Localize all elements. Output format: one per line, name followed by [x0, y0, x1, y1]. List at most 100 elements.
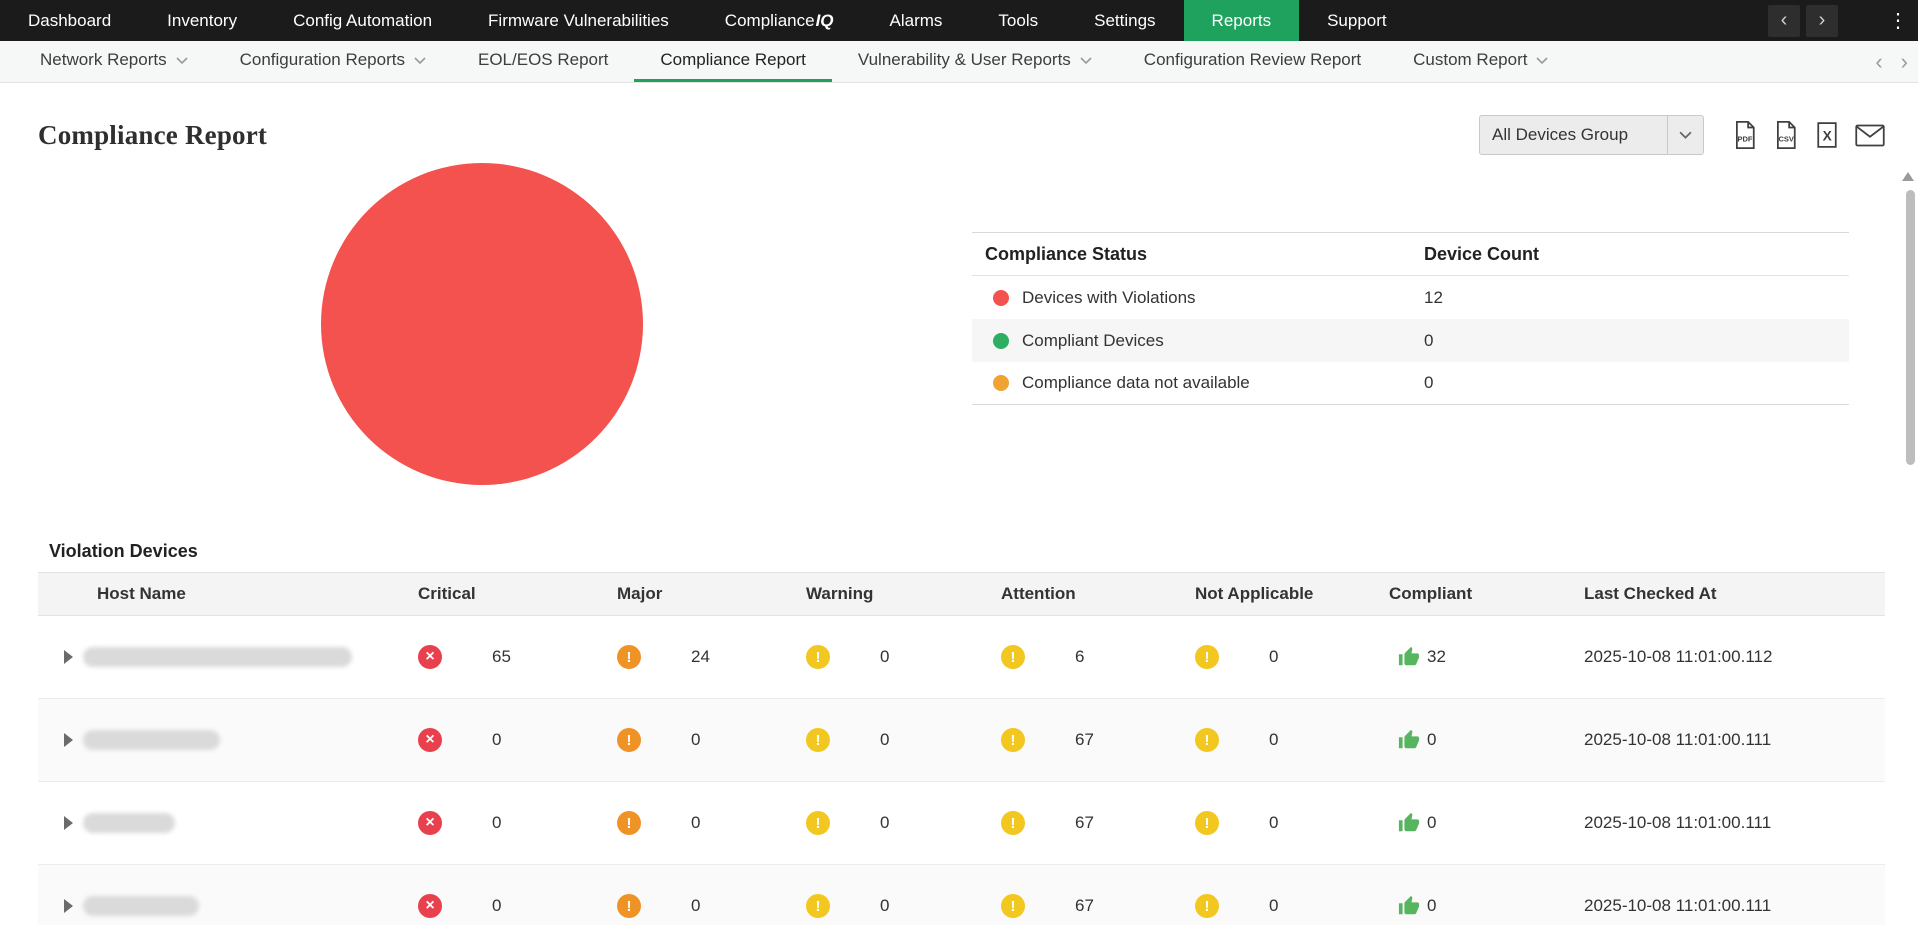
tab-network-reports[interactable]: Network Reports — [14, 41, 214, 82]
attention-count: 67 — [1075, 813, 1094, 832]
nav-item-label: Dashboard — [28, 10, 112, 30]
nav-item-label: Support — [1327, 10, 1387, 30]
compliant-count: 0 — [1427, 896, 1437, 915]
csv-export-button[interactable]: CSV — [1773, 120, 1799, 150]
email-report-button[interactable] — [1855, 124, 1885, 147]
table-row: × 0 ! 0 ! 0 ! 67 ! 0 0 2025-10-08 11:01:… — [38, 782, 1885, 865]
pdf-export-button[interactable]: PDF — [1732, 120, 1758, 150]
critical-icon: × — [418, 811, 442, 835]
critical-cell: × 0 — [400, 811, 599, 835]
xls-export-button[interactable]: X — [1814, 120, 1840, 150]
nav-item-inventory[interactable]: Inventory — [139, 0, 265, 41]
host-name-cell — [38, 813, 400, 833]
major-icon: ! — [617, 728, 641, 752]
attention-cell: ! 67 — [983, 894, 1177, 918]
nav-item-support[interactable]: Support — [1299, 0, 1415, 41]
compliant-count: 0 — [1427, 730, 1437, 749]
thumbs-up-icon — [1398, 895, 1420, 917]
status-row-violations: Devices with Violations 12 — [972, 276, 1849, 319]
compliant-cell: 0 — [1371, 812, 1564, 834]
column-header-host-name: Host Name — [97, 584, 186, 603]
tabbar-scroll-controls: ‹ › — [1875, 41, 1918, 82]
attention-count: 67 — [1075, 896, 1094, 915]
attention-icon: ! — [1001, 645, 1025, 669]
not-applicable-count: 0 — [1269, 647, 1279, 666]
tab-compliance-report[interactable]: Compliance Report — [634, 41, 832, 82]
green-status-dot-icon — [993, 332, 1009, 349]
scrollbar-up-arrow-icon[interactable] — [1902, 172, 1914, 181]
compliant-count: 0 — [1427, 813, 1437, 832]
nav-item-label: Config Automation — [293, 10, 433, 30]
not-applicable-cell: ! 0 — [1177, 645, 1371, 669]
compliance-pie-chart — [321, 163, 643, 485]
nav-back-button[interactable]: ‹ — [1768, 4, 1800, 37]
nav-item-config-automation[interactable]: Config Automation — [265, 0, 460, 41]
last-checked-cell: 2025-10-08 11:01:00.112 — [1584, 647, 1773, 666]
not-applicable-cell: ! 0 — [1177, 728, 1371, 752]
major-count: 0 — [691, 896, 701, 915]
not-applicable-icon: ! — [1195, 811, 1219, 835]
expand-arrow-icon[interactable] — [64, 733, 73, 747]
host-name-redacted — [83, 896, 199, 916]
expand-arrow-icon[interactable] — [64, 650, 73, 664]
nav-item-firmware-vulnerabilities[interactable]: Firmware Vulnerabilities — [460, 0, 697, 41]
svg-text:PDF: PDF — [1738, 134, 1753, 143]
warning-icon: ! — [806, 728, 830, 752]
chevron-down-icon — [176, 57, 188, 65]
page-title: Compliance Report — [38, 119, 268, 150]
tab-eol-eos-report[interactable]: EOL/EOS Report — [452, 41, 634, 82]
critical-count: 0 — [492, 896, 502, 915]
attention-cell: ! 67 — [983, 728, 1177, 752]
thumbs-up-icon — [1398, 646, 1420, 668]
nav-item-reports[interactable]: Reports — [1183, 0, 1300, 41]
chevron-down-icon — [1667, 116, 1703, 154]
tab-label: Configuration Review Report — [1143, 50, 1362, 69]
warning-count: 0 — [880, 813, 890, 832]
vertical-scrollbar[interactable] — [1906, 190, 1915, 465]
expand-arrow-icon[interactable] — [64, 816, 73, 830]
compliant-cell: 0 — [1371, 895, 1564, 917]
nav-item-label: Compliance — [724, 10, 815, 30]
major-count: 0 — [691, 813, 701, 832]
compliance-status-table: Compliance Status Device Count Devices w… — [972, 232, 1849, 405]
report-actions: All Devices Group PDF CSV X — [1479, 115, 1885, 155]
device-count: 12 — [1424, 287, 1443, 307]
nav-forward-button[interactable]: › — [1806, 4, 1838, 37]
violation-devices-title: Violation Devices — [49, 541, 198, 561]
critical-icon: × — [418, 894, 442, 918]
major-count: 24 — [691, 647, 710, 666]
column-header-not-applicable: Not Applicable — [1195, 584, 1314, 603]
compliant-cell: 0 — [1371, 729, 1564, 751]
attention-count: 6 — [1075, 647, 1085, 666]
attention-icon: ! — [1001, 811, 1025, 835]
svg-text:X: X — [1823, 129, 1833, 144]
warning-count: 0 — [880, 647, 890, 666]
device-group-value: All Devices Group — [1492, 125, 1629, 144]
svg-text:CSV: CSV — [1779, 134, 1794, 143]
tab-configuration-review-report[interactable]: Configuration Review Report — [1118, 41, 1387, 82]
tab-label: Compliance Report — [660, 50, 806, 69]
major-icon: ! — [617, 645, 641, 669]
tabs-scroll-right-icon[interactable]: › — [1900, 48, 1908, 74]
nav-item-dashboard[interactable]: Dashboard — [0, 0, 139, 41]
chevron-down-icon — [1080, 57, 1092, 65]
thumbs-up-icon — [1398, 812, 1420, 834]
nav-item-alarms[interactable]: Alarms — [862, 0, 971, 41]
not-applicable-count: 0 — [1269, 813, 1279, 832]
topnav-controls: ‹ › ⋮ — [1768, 0, 1918, 41]
tab-custom-report[interactable]: Custom Report — [1387, 41, 1574, 82]
critical-cell: × 0 — [400, 728, 599, 752]
overflow-menu-icon[interactable]: ⋮ — [1888, 9, 1908, 32]
device-group-select[interactable]: All Devices Group — [1479, 115, 1704, 155]
export-toolbar: PDF CSV X — [1732, 120, 1885, 150]
nav-item-tools[interactable]: Tools — [970, 0, 1066, 41]
expand-arrow-icon[interactable] — [64, 899, 73, 913]
tab-configuration-reports[interactable]: Configuration Reports — [214, 41, 452, 82]
major-count: 0 — [691, 730, 701, 749]
tab-vulnerability-user-reports[interactable]: Vulnerability & User Reports — [832, 41, 1118, 82]
table-row: × 65 ! 24 ! 0 ! 6 ! 0 32 2025-10-08 11:0… — [38, 616, 1885, 699]
tabs-scroll-left-icon[interactable]: ‹ — [1875, 48, 1883, 74]
nav-item-complianceiq[interactable]: Compliance IQ — [697, 0, 862, 41]
nav-item-settings[interactable]: Settings — [1066, 0, 1183, 41]
column-header-warning: Warning — [806, 584, 874, 603]
